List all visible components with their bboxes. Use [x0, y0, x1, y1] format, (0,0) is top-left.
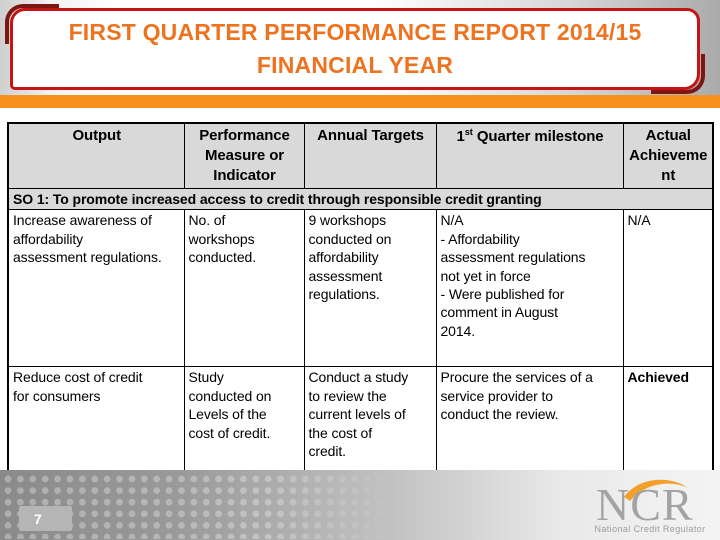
dot-pattern-decoration: [2, 473, 432, 539]
page-number: 7: [19, 506, 72, 531]
header-performance-measure: Performance Measure or Indicator: [183, 122, 305, 189]
row1-milestone-cell: N/A - Affordability assessment regulatio…: [435, 209, 624, 368]
header-q1-sup: st: [464, 127, 473, 137]
footer-band: 7 NCR National Credit Regulator: [0, 470, 720, 540]
row2-measure-cell: Study conducted on Levels of the cost of…: [183, 366, 305, 473]
slide-title-line2: FINANCIAL YEAR: [256, 52, 454, 78]
row1-target-cell: 9 workshops conducted on affordability a…: [303, 209, 437, 368]
header-q1-milestone: 1st Quarter milestone: [435, 122, 624, 189]
page-number-label: 7: [34, 510, 42, 527]
section-row: SO 1: To promote increased access to cre…: [7, 187, 714, 211]
row1-measure-cell: No. of workshops conducted.: [183, 209, 305, 368]
ncr-logo-letters: NCR: [596, 479, 694, 527]
header-q1-rest: Quarter milestone: [472, 128, 604, 145]
row2-output-cell: Reduce cost of credit for consumers: [7, 366, 185, 473]
ncr-swoosh-icon: [624, 479, 688, 501]
section-so1-label: SO 1: To promote increased access to cre…: [7, 187, 714, 211]
row2-actual-cell: Achieved: [622, 366, 714, 473]
title-box: FIRST QUARTER PERFORMANCE REPORT 2014/15…: [5, 4, 705, 94]
row1-actual-cell: N/A: [622, 209, 714, 368]
ncr-logo: NCR National Credit Regulator: [588, 475, 712, 539]
header-q1-num: 1: [456, 128, 465, 145]
performance-table: Output Performance Measure or Indicator …: [7, 122, 714, 473]
ncr-logo-graphic: NCR: [596, 479, 694, 527]
table-header-row: Output Performance Measure or Indicator …: [7, 122, 714, 189]
table-row: Increase awareness of affordability asse…: [7, 209, 714, 368]
slide-title-line1: FIRST QUARTER PERFORMANCE REPORT 2014/15: [68, 18, 642, 45]
header-actual-achievement: Actual Achievement: [622, 122, 714, 189]
orange-divider-bar: [0, 95, 720, 108]
row2-target-cell: Conduct a study to review the current le…: [303, 366, 437, 473]
row1-output-cell: Increase awareness of affordability asse…: [7, 209, 185, 368]
header-annual-targets: Annual Targets: [303, 122, 437, 189]
table-row: Reduce cost of credit for consumers Stud…: [7, 366, 714, 473]
row2-milestone-cell: Procure the services of a service provid…: [435, 366, 624, 473]
header-output: Output: [7, 122, 185, 189]
ncr-logo-subtext: National Credit Regulator: [594, 524, 706, 534]
